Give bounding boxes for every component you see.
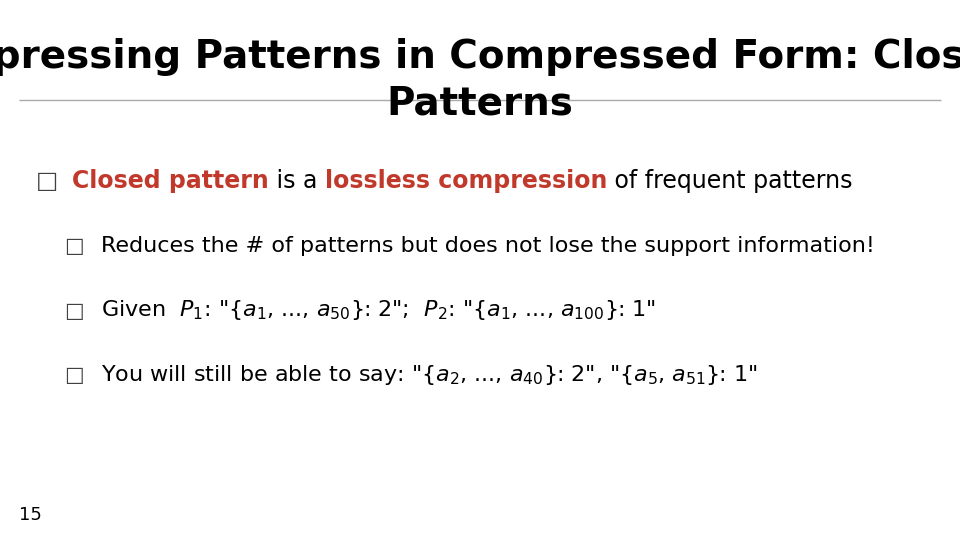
- Text: Closed pattern: Closed pattern: [72, 169, 269, 193]
- Text: Reduces the # of patterns but does not lose the support information!: Reduces the # of patterns but does not l…: [101, 235, 875, 256]
- Text: is a: is a: [269, 169, 324, 193]
- Text: 15: 15: [19, 506, 42, 524]
- Text: □: □: [64, 300, 84, 321]
- Text: □: □: [64, 365, 84, 386]
- Text: You will still be able to say: "{$a_2$, ..., $a_{40}$}: 2", "{$a_5$, $a_{51}$}: : You will still be able to say: "{$a_2$, …: [101, 363, 757, 387]
- Text: Given  $P_1$: "{$a_1$, ..., $a_{50}$}: 2";  $P_2$: "{$a_1$, ..., $a_{100}$}: 1": Given $P_1$: "{$a_1$, ..., $a_{50}$}: 2"…: [101, 299, 656, 322]
- Text: of frequent patterns: of frequent patterns: [607, 169, 852, 193]
- Text: □: □: [36, 169, 58, 193]
- Text: □: □: [64, 235, 84, 256]
- Text: lossless compression: lossless compression: [324, 169, 607, 193]
- Text: Expressing Patterns in Compressed Form: Closed
Patterns: Expressing Patterns in Compressed Form: …: [0, 38, 960, 123]
